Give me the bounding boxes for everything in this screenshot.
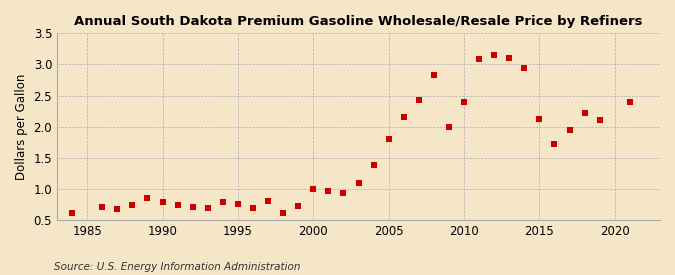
Point — [429, 73, 439, 77]
Y-axis label: Dollars per Gallon: Dollars per Gallon — [15, 73, 28, 180]
Point — [383, 137, 394, 141]
Point — [323, 189, 333, 194]
Point — [293, 204, 304, 209]
Point — [67, 211, 78, 216]
Point — [624, 100, 635, 104]
Point — [458, 100, 469, 104]
Point — [579, 111, 590, 115]
Point — [398, 115, 409, 120]
Point — [97, 205, 108, 209]
Point — [277, 210, 288, 215]
Point — [202, 206, 213, 210]
Point — [338, 191, 349, 196]
Point — [308, 187, 319, 191]
Point — [534, 117, 545, 122]
Point — [353, 181, 364, 185]
Point — [263, 199, 273, 204]
Point — [248, 205, 259, 210]
Point — [489, 53, 500, 57]
Point — [142, 196, 153, 200]
Point — [443, 125, 454, 130]
Point — [187, 205, 198, 209]
Title: Annual South Dakota Premium Gasoline Wholesale/Resale Price by Refiners: Annual South Dakota Premium Gasoline Who… — [74, 15, 643, 28]
Point — [232, 202, 243, 206]
Point — [504, 56, 514, 60]
Point — [112, 207, 123, 211]
Text: Source: U.S. Energy Information Administration: Source: U.S. Energy Information Administ… — [54, 262, 300, 272]
Point — [564, 128, 575, 132]
Point — [594, 118, 605, 122]
Point — [127, 202, 138, 207]
Point — [368, 163, 379, 167]
Point — [474, 57, 485, 62]
Point — [217, 200, 228, 204]
Point — [519, 65, 530, 70]
Point — [413, 98, 424, 102]
Point — [172, 202, 183, 207]
Point — [157, 200, 168, 204]
Point — [549, 141, 560, 146]
